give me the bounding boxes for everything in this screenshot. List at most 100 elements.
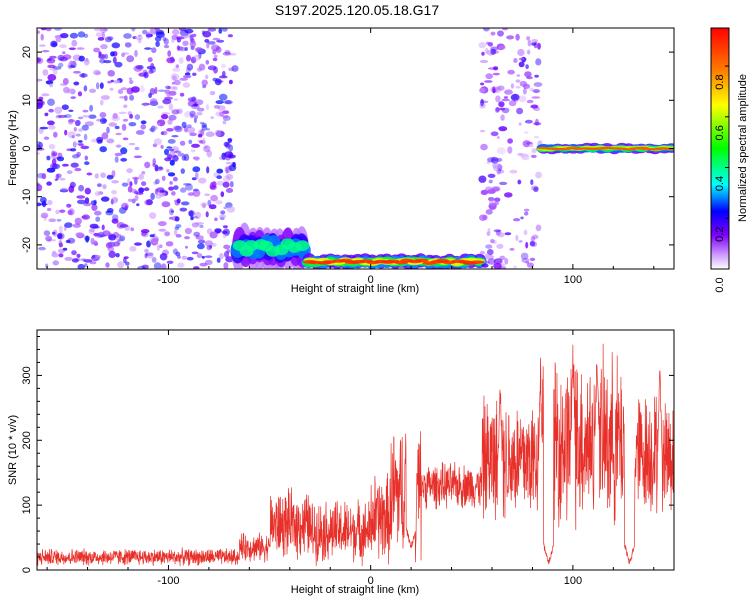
heatmap-cell (70, 162, 79, 168)
heatmap-cell (120, 87, 128, 91)
heatmap-cell (180, 201, 190, 206)
heatmap-cell (188, 210, 194, 217)
heatmap-cell (174, 216, 180, 222)
heatmap-cell (499, 181, 508, 186)
heatmap-cell (533, 89, 540, 94)
heatmap-cell (173, 98, 179, 101)
heatmap-cell (95, 71, 102, 75)
heatmap-cell (193, 266, 200, 269)
colorbar-gradient (710, 27, 730, 270)
heatmap-cell (161, 130, 168, 136)
heatmap-cell (526, 76, 533, 80)
heatmap-cell (140, 229, 150, 234)
heatmap-cell (487, 258, 496, 265)
heatmap-cell (196, 111, 203, 116)
heatmap-cell (490, 156, 499, 164)
heatmap-cell (295, 240, 310, 252)
heatmap-cell (71, 39, 78, 47)
heatmap-cell (93, 28, 103, 32)
heatmap-cell (120, 157, 128, 162)
heatmap-cell (129, 114, 134, 119)
heatmap-cell (524, 71, 532, 78)
heatmap-cell (166, 57, 176, 64)
heatmap-cell (500, 114, 505, 121)
heatmap-cell (78, 143, 84, 147)
heatmap-cell (118, 96, 127, 99)
heatmap-cell (111, 170, 116, 178)
heatmap-cell (215, 229, 221, 234)
heatmap-cell (484, 253, 489, 259)
heatmap-cell (58, 242, 64, 248)
heatmap-cell (145, 199, 153, 206)
heatmap-cell (524, 208, 530, 212)
heatmap-cell (176, 45, 180, 51)
heatmap-cell (171, 191, 176, 196)
heatmap-cell (173, 185, 179, 191)
heatmap-cell (186, 256, 194, 261)
colorbar-tick-label: 0.0 (714, 277, 726, 292)
heatmap-cell (226, 206, 236, 213)
heatmap-cell (101, 224, 105, 231)
heatmap-cell (495, 86, 501, 94)
heatmap-cell (479, 102, 486, 109)
heatmap-cell (497, 30, 504, 37)
heatmap-cell (76, 151, 81, 157)
heatmap-cell (222, 120, 227, 125)
heatmap-cell (509, 169, 518, 174)
heatmap-cell (529, 87, 534, 91)
heatmap-cell (208, 41, 216, 45)
heatmap-cell (493, 165, 500, 172)
heatmap-cell (195, 211, 201, 219)
heatmap-cell (206, 245, 212, 251)
heatmap-cell (40, 212, 49, 219)
heatmap-cell (127, 185, 133, 193)
heatmap-cell (43, 230, 51, 236)
heatmap-cell (41, 173, 47, 180)
heatmap-cell (206, 150, 213, 158)
heatmap-cell (210, 194, 219, 202)
heatmap-cell (107, 80, 112, 84)
heatmap-cell (163, 44, 170, 49)
heatmap-cell (169, 159, 175, 166)
heatmap-cell (103, 60, 112, 64)
heatmap-cell (531, 42, 537, 46)
heatmap-cell (153, 181, 158, 185)
heatmap-cell (77, 140, 83, 143)
heatmap-cell (176, 108, 183, 114)
heatmap-cell (214, 78, 222, 86)
heatmap-cell (480, 82, 485, 86)
heatmap-cell (207, 199, 212, 207)
heatmap-cell (171, 81, 175, 85)
heatmap-cell (108, 122, 118, 127)
heatmap-cell (174, 125, 183, 133)
heatmap-cell (119, 224, 129, 228)
heatmap-cell (215, 129, 222, 137)
heatmap-cell (530, 104, 539, 109)
heatmap-cell (205, 211, 209, 218)
heatmap-cell (207, 28, 217, 32)
heatmap-cell (513, 265, 518, 269)
heatmap-cell (227, 138, 232, 143)
heatmap-cell (189, 40, 197, 48)
heatmap-cell (166, 168, 170, 173)
colorbar-tick-label: 0.2 (714, 227, 726, 242)
heatmap-cell (205, 74, 209, 80)
heatmap-cell (59, 209, 66, 213)
heatmap-cell (150, 125, 158, 131)
heatmap-cell (43, 215, 47, 222)
heatmap-cell (144, 187, 150, 192)
heatmap-cell (52, 231, 56, 235)
heatmap-cell (106, 175, 114, 180)
heatmap-feature-4 (536, 142, 674, 155)
heatmap-cell (64, 256, 73, 261)
heatmap-cell (45, 235, 53, 242)
heatmap-cell (176, 38, 181, 43)
heatmap-cell (183, 183, 192, 186)
heatmap-cell (73, 127, 77, 132)
heatmap-cell (223, 141, 230, 147)
x-tick-label: 100 (564, 575, 582, 587)
spectrogram-x-axis-label: Height of straight line (km) (291, 283, 419, 295)
heatmap-cell (55, 35, 62, 43)
heatmap-cell (173, 229, 178, 236)
heatmap-cell (200, 128, 205, 136)
